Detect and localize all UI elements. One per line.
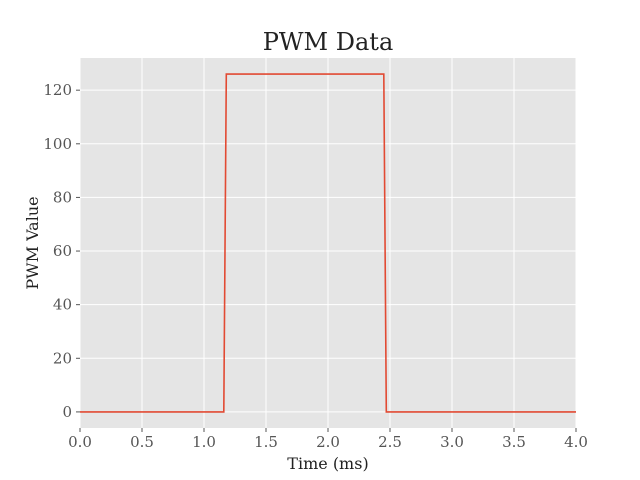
y-tick-label: 0 — [62, 403, 72, 421]
y-tick-label: 40 — [53, 296, 72, 314]
x-axis-ticks: 0.0 0.5 1.0 1.5 2.0 2.5 3.0 3.5 4.0 — [68, 428, 588, 451]
x-tick-label: 3.0 — [440, 433, 464, 451]
x-tick-label: 4.0 — [564, 433, 588, 451]
pwm-series-line — [80, 73, 576, 413]
x-tick-label: 3.5 — [502, 433, 526, 451]
chart-title: PWM Data — [263, 28, 394, 56]
y-tick-label: 80 — [53, 188, 72, 206]
y-tick-label: 100 — [43, 135, 72, 153]
y-tick-label: 20 — [53, 349, 72, 367]
y-tick-label: 120 — [43, 81, 72, 99]
x-tick-label: 1.5 — [254, 433, 278, 451]
x-tick-label: 0.0 — [68, 433, 92, 451]
x-tick-label: 1.0 — [192, 433, 216, 451]
y-axis-label: PWM Value — [23, 196, 42, 289]
x-tick-label: 2.0 — [316, 433, 340, 451]
x-tick-label: 0.5 — [130, 433, 154, 451]
series-layer — [80, 73, 576, 413]
x-tick-label: 2.5 — [378, 433, 402, 451]
y-axis-ticks: 0 20 40 60 80 100 120 — [43, 81, 80, 421]
x-axis-label: Time (ms) — [287, 454, 368, 473]
y-tick-label: 60 — [53, 242, 72, 260]
